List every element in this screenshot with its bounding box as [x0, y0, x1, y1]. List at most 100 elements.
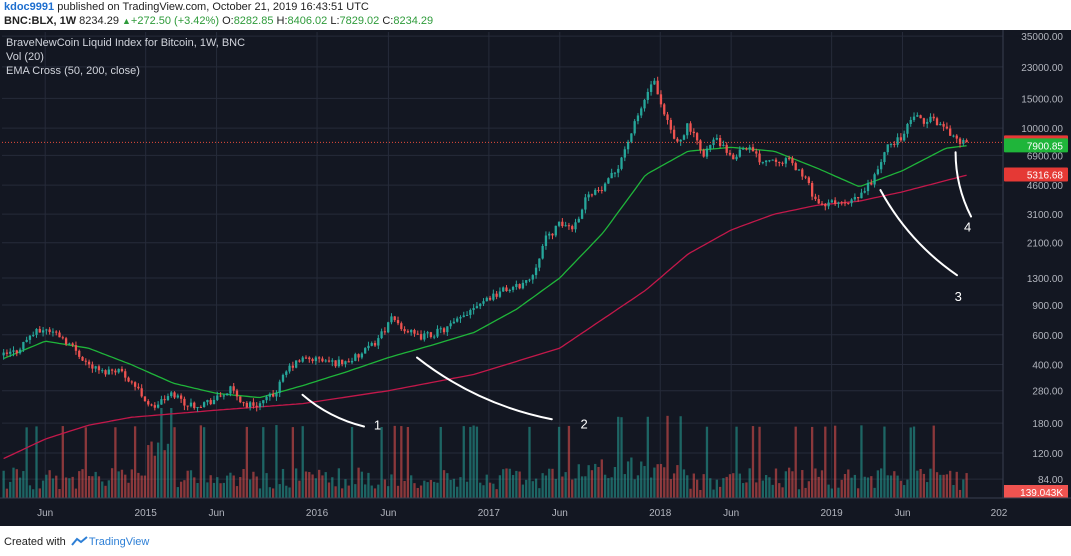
volume-bar: [564, 472, 567, 498]
volume-bar: [5, 488, 9, 498]
legend-line-1: BraveNewCoin Liquid Index for Bitcoin, 1…: [6, 37, 245, 49]
annotation-stroke: [301, 393, 365, 428]
candle-body: [857, 197, 860, 199]
volume-bar: [534, 478, 538, 498]
candle-body: [801, 169, 804, 177]
volume-bar: [807, 481, 811, 498]
candle-body: [396, 320, 400, 324]
annotation-label: 2: [580, 416, 587, 431]
volume-bar: [686, 475, 689, 498]
volume-bar: [18, 477, 22, 498]
chart-area[interactable]: 1 2 3 4 BraveNewCoin Liquid Index for Bitcoi…: [0, 30, 1071, 526]
candle-body: [294, 360, 298, 368]
volume-bar: [850, 477, 853, 498]
volume-bar: [255, 476, 258, 498]
volume-bar: [124, 474, 127, 498]
volume-bar: [488, 482, 492, 498]
volume-bar: [64, 477, 68, 498]
candle-body: [183, 398, 186, 406]
candle-body: [74, 345, 78, 351]
candle-body: [301, 357, 304, 362]
volume-bar: [387, 486, 390, 498]
candle-body: [544, 235, 548, 246]
volume-bar: [433, 481, 436, 498]
candle-body: [617, 168, 620, 173]
volume-bar: [472, 425, 475, 498]
published-text: published on TradingView.com, October 21…: [57, 1, 369, 13]
candle-body: [433, 336, 436, 338]
candle-body: [383, 331, 387, 333]
candle-body: [341, 359, 344, 365]
candle-body: [640, 108, 643, 116]
volume-bar: [768, 477, 771, 498]
volume-bar: [104, 485, 107, 498]
y-tick-label: 23000.00: [1021, 63, 1063, 74]
volume-bar: [682, 469, 686, 498]
candle-body: [695, 133, 699, 141]
volume-bar: [597, 467, 600, 498]
volume-bar: [955, 471, 958, 498]
volume-bar: [909, 427, 912, 498]
volume-bar: [308, 472, 311, 498]
volume-bar: [640, 461, 643, 498]
candle-body: [916, 115, 919, 117]
volume-bar: [9, 481, 12, 498]
candle-body: [51, 331, 55, 333]
candle-body: [718, 138, 722, 146]
candle-body: [25, 339, 28, 342]
volume-bar: [436, 482, 439, 498]
author-name[interactable]: kdoc9991: [4, 1, 55, 13]
volume-bar: [919, 468, 922, 498]
candle-body: [357, 354, 360, 358]
y-tick-label: 3100.00: [1027, 210, 1064, 221]
candle-body: [104, 370, 107, 375]
candle-body: [692, 131, 695, 134]
candle-body: [173, 392, 176, 398]
volume-bar: [755, 482, 758, 498]
candle-body: [751, 147, 755, 152]
candle-body: [709, 145, 712, 149]
candle-body: [314, 357, 318, 362]
candle-body: [304, 357, 308, 359]
candle-body: [465, 314, 469, 316]
candle-body: [373, 343, 377, 346]
volume-bar: [357, 467, 360, 498]
candle-body: [728, 152, 732, 155]
candle-body: [791, 158, 794, 164]
volume-bar: [797, 489, 801, 498]
volume-bar: [268, 487, 272, 498]
volume-bar: [554, 478, 557, 498]
volume-bar: [561, 476, 564, 498]
candle-body: [597, 189, 600, 191]
volume-bar: [495, 489, 498, 498]
volume-badge-label: 139.043K: [1020, 488, 1063, 499]
volume-bar: [551, 468, 554, 498]
tradingview-brand[interactable]: TradingView: [88, 536, 150, 548]
candle-body: [755, 151, 758, 154]
volume-bar: [406, 426, 410, 498]
volume-bar: [689, 488, 692, 498]
price-badge-bg: [1004, 138, 1068, 153]
volume-bar: [465, 481, 469, 498]
ema-50-line: [3, 145, 967, 399]
volume-bar: [304, 471, 308, 498]
volume-bar: [525, 479, 528, 498]
volume-bar: [442, 470, 446, 498]
candle-body: [633, 121, 636, 134]
volume-bar: [426, 482, 429, 498]
volume-bar: [663, 467, 666, 498]
price-chart[interactable]: 1 2 3 4 BraveNewCoin Liquid Index for Bitcoi…: [0, 30, 1071, 526]
volume-bar: [137, 472, 140, 498]
volume-bar: [791, 471, 794, 498]
candle-body: [45, 329, 48, 331]
volume-bar: [511, 475, 515, 498]
volume-bar: [883, 426, 886, 498]
candle-body: [245, 402, 249, 408]
candle-body: [666, 114, 669, 120]
x-tick-label: Jun: [380, 508, 396, 519]
volume-bar: [610, 477, 613, 498]
candle-body: [202, 402, 206, 407]
candle-body: [390, 316, 393, 323]
candle-body: [446, 326, 449, 333]
volume-bar: [334, 486, 337, 498]
